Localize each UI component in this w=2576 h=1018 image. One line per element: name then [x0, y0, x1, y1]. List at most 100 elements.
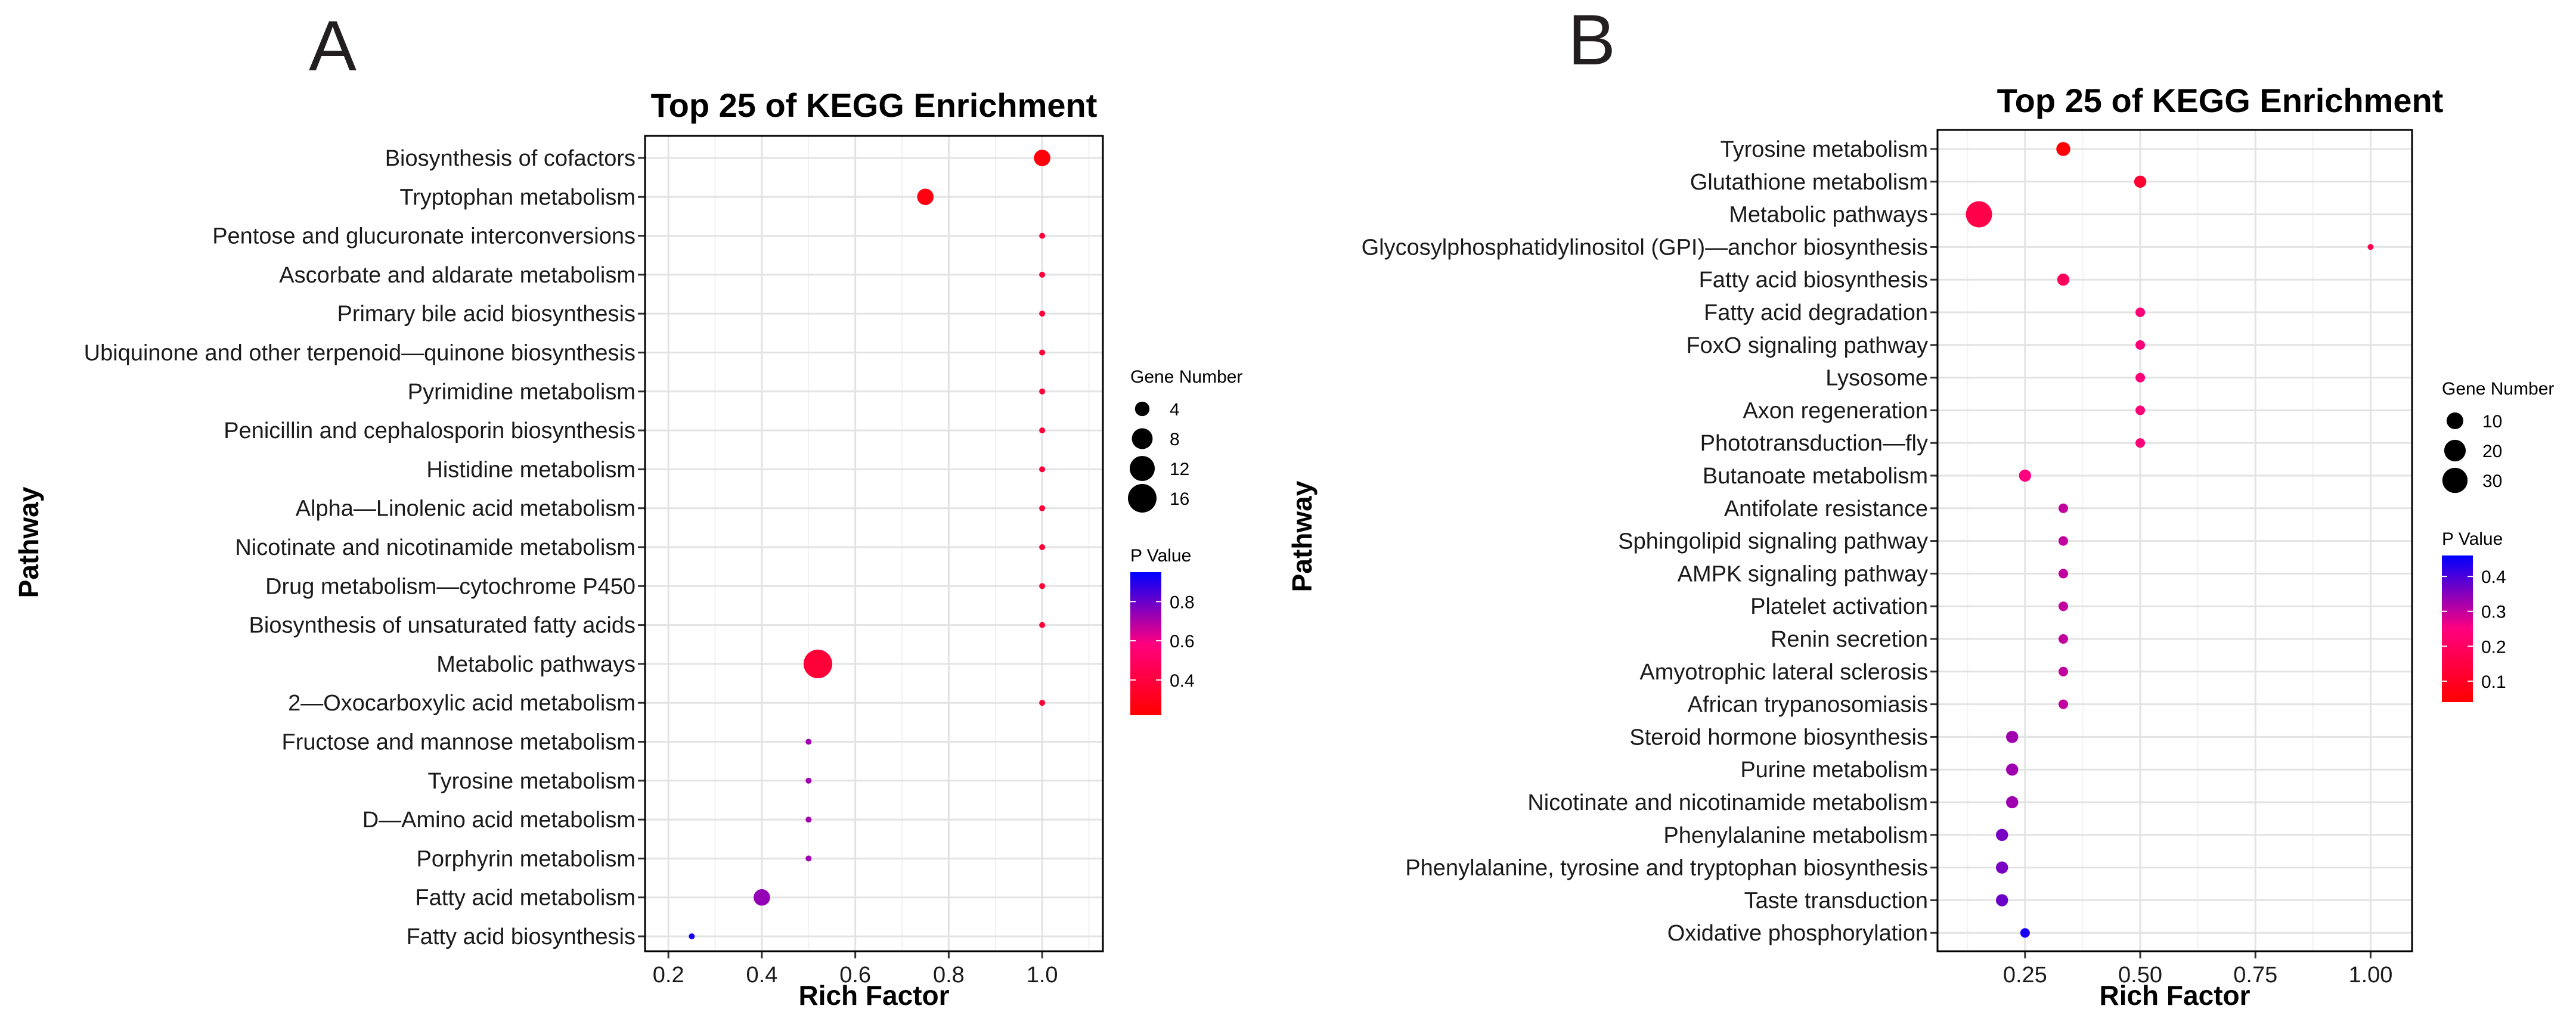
data-point — [1039, 427, 1046, 434]
panel-b-points — [1966, 142, 2374, 938]
size-legend-label: 4 — [1170, 400, 1180, 420]
x-tick-label: 0.6 — [839, 963, 871, 988]
panel-a-x-label: Rich Factor — [798, 980, 949, 1011]
y-tick-label: Pentose and glucuronate interconversions — [212, 224, 636, 249]
x-tick-label: 1.0 — [1027, 963, 1058, 988]
data-point — [2058, 569, 2068, 579]
data-point — [1995, 828, 2008, 842]
panel-a-points — [689, 150, 1050, 939]
x-tick-label: 0.75 — [2233, 963, 2277, 988]
data-point — [803, 649, 832, 678]
panel-a-color-bar — [1130, 572, 1161, 715]
y-tick-label: Fatty acid biosynthesis — [1699, 268, 1928, 293]
color-legend-label: 0.3 — [2481, 603, 2506, 622]
y-tick-label: Histidine metabolism — [426, 457, 636, 482]
data-point — [805, 738, 812, 745]
data-point — [917, 188, 934, 206]
x-tick-label: 0.50 — [2118, 963, 2162, 988]
panel-b-chart: Top 25 of KEGG Enrichment Tyrosine metab… — [1287, 82, 2554, 1011]
y-tick-label: Glutathione metabolism — [1690, 170, 1928, 195]
data-point — [1039, 583, 1046, 589]
size-legend-circle — [1129, 455, 1155, 482]
y-tick-label: Tyrosine metabolism — [428, 769, 636, 794]
color-legend-label: 0.8 — [1170, 592, 1195, 612]
size-legend-label: 16 — [1170, 489, 1189, 509]
panel-b-size-legend-title: Gene Number — [2442, 379, 2554, 399]
panel-a-y-axis: Biosynthesis of cofactors Tryptophan meta… — [84, 146, 645, 949]
y-tick-label: Biosynthesis of unsaturated fatty acids — [249, 613, 636, 638]
data-point — [1039, 388, 1046, 395]
y-tick-label: Purine metabolism — [1740, 758, 1928, 783]
y-tick-label: Porphyrin metabolism — [417, 846, 636, 871]
data-point — [1039, 232, 1046, 239]
panel-b-gridlines — [1938, 130, 2412, 951]
x-tick-label: 0.4 — [746, 963, 778, 988]
color-legend-label: 0.1 — [2481, 672, 2506, 692]
panel-a-y-label: Pathway — [13, 486, 44, 598]
color-legend-label: 0.4 — [2481, 567, 2506, 587]
panel-b-y-label: Pathway — [1287, 480, 1318, 592]
data-point — [1039, 271, 1046, 278]
y-tick-label: Alpha—Linolenic acid metabolism — [296, 496, 636, 522]
y-tick-label: Glycosylphosphatidylinositol (GPI)—ancho… — [1362, 235, 1928, 260]
data-point — [2005, 763, 2019, 776]
y-tick-label: AMPK signaling pathway — [1678, 561, 1928, 586]
y-tick-label: Metabolic pathways — [436, 652, 636, 677]
data-point — [805, 777, 812, 784]
panel-a-plot-border — [644, 135, 1104, 952]
data-point — [2367, 244, 2374, 250]
color-legend-label: 0.6 — [1170, 632, 1195, 651]
y-tick-label: Axon regeneration — [1743, 398, 1928, 423]
size-legend-label: 12 — [1170, 460, 1189, 479]
y-tick-label: Antifolate resistance — [1724, 496, 1928, 522]
size-legend-circle — [2446, 412, 2464, 430]
data-point — [1995, 861, 2008, 874]
data-point — [2135, 340, 2146, 350]
panel-a-chart: Top 25 of KEGG Enrichment Biosynthesis o… — [13, 86, 1242, 1011]
y-tick-label: Sphingolipid signaling pathway — [1618, 529, 1928, 554]
panel-letter-a: A — [309, 6, 357, 86]
y-tick-label: Phenylalanine metabolism — [1663, 823, 1928, 848]
color-legend-label: 0.4 — [1170, 671, 1195, 691]
x-tick-label: 1.00 — [2348, 963, 2392, 988]
y-tick-label: Lysosome — [1825, 366, 1928, 391]
panel-letter-b: B — [1568, 0, 1616, 80]
data-point — [1039, 349, 1046, 356]
data-point — [2058, 666, 2068, 676]
size-legend-label: 10 — [2482, 412, 2502, 432]
y-tick-label: Primary bile acid biosynthesis — [337, 302, 636, 327]
panel-a-color-legend-title: P Value — [1130, 546, 1191, 566]
size-legend-circle — [1134, 401, 1150, 417]
panel-a-x-axis: 0.2 0.4 0.6 0.8 1.0 — [653, 951, 1058, 988]
panel-b-color-bar — [2442, 555, 2473, 702]
panel-a-gridlines — [645, 136, 1103, 951]
y-tick-label: Fructose and mannose metabolism — [281, 730, 636, 755]
data-point — [2058, 699, 2068, 709]
data-point — [2005, 731, 2019, 743]
y-tick-label: Steroid hormone biosynthesis — [1629, 725, 1928, 750]
y-tick-label: Metabolic pathways — [1729, 203, 1928, 228]
data-point — [1995, 894, 2008, 907]
size-legend-circle — [2442, 467, 2468, 494]
data-point — [2058, 503, 2068, 513]
panel-b-color-legend-ticks: 0.1 0.2 0.3 0.4 — [2442, 567, 2506, 692]
panel-b-y-axis: Tyrosine metabolism Glutathione metabolis… — [1362, 137, 1938, 946]
panel-a-plot-area — [645, 136, 1103, 951]
x-tick-label: 0.8 — [933, 963, 965, 988]
y-tick-label: Platelet activation — [1750, 594, 1928, 619]
y-tick-label: 2—Oxocarboxylic acid metabolism — [288, 691, 636, 716]
y-tick-label: Ubiquinone and other terpenoid—quinone b… — [84, 341, 636, 366]
data-point — [1034, 150, 1050, 166]
y-tick-label: Taste transduction — [1744, 888, 1928, 913]
data-point — [2058, 536, 2068, 546]
panel-b-plot-border — [1936, 129, 2413, 952]
data-point — [2135, 307, 2146, 318]
y-tick-label: D—Amino acid metabolism — [362, 808, 636, 833]
y-tick-label: Amyotrophic lateral sclerosis — [1639, 660, 1928, 685]
y-tick-label: Penicillin and cephalosporin biosynthesi… — [224, 418, 636, 443]
x-tick-label: 0.25 — [2003, 963, 2047, 988]
y-tick-label: Nicotinate and nicotinamide metabolism — [1527, 790, 1928, 815]
data-point — [754, 889, 770, 906]
y-tick-label: Tryptophan metabolism — [399, 185, 636, 210]
y-tick-label: Ascorbate and aldarate metabolism — [279, 263, 636, 288]
